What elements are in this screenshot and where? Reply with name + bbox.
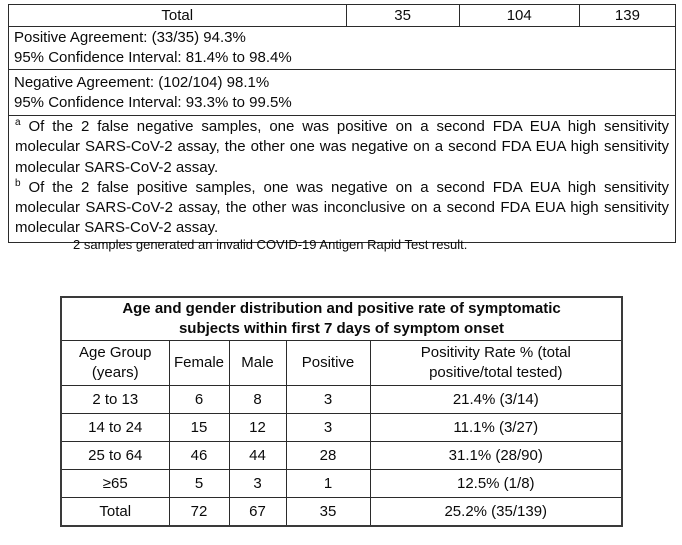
male-cell: 12: [228, 413, 287, 442]
female-cell: 46: [168, 441, 230, 470]
male-cell: 8: [228, 385, 287, 414]
table-row: 25 to 64 46 44 28 31.1% (28/90): [60, 441, 623, 470]
positive-cell: 35: [285, 497, 371, 527]
footnote-a-text: Of the 2 false negative samples, one was…: [15, 118, 669, 176]
footnote-b: b Of the 2 false positive samples, one w…: [15, 178, 669, 239]
age-group-cell: 25 to 64: [60, 441, 170, 470]
female-cell: 72: [168, 497, 230, 527]
header-positive: Positive: [285, 340, 371, 386]
invalid-result-note: 2 samples generated an invalid COVID-19 …: [73, 237, 468, 252]
age-group-cell: ≥65: [60, 469, 170, 498]
positive-cell: 3: [285, 413, 371, 442]
age-group-cell: 2 to 13: [60, 385, 170, 414]
total-row: Total 35 104 139: [8, 4, 677, 27]
positivity-rate-cell: 11.1% (3/27): [369, 413, 623, 442]
negative-agreement-value: Negative Agreement: (102/104) 98.1%: [14, 73, 270, 91]
female-cell: 15: [168, 413, 230, 442]
age-table-title-row: Age and gender distribution and positive…: [60, 296, 623, 341]
total-positive-count: 35: [345, 4, 460, 27]
total-negative-count: 104: [458, 4, 580, 27]
table-row: ≥65 5 3 1 12.5% (1/8): [60, 469, 623, 498]
positive-cell: 1: [285, 469, 371, 498]
header-age-group: Age Group (years): [60, 340, 170, 386]
positive-cell: 28: [285, 441, 371, 470]
female-cell: 5: [168, 469, 230, 498]
positive-agreement-row: Positive Agreement: (33/35) 94.3% 95% Co…: [8, 26, 676, 70]
positive-cell: 3: [285, 385, 371, 414]
footnote-a: a Of the 2 false negative samples, one w…: [15, 117, 669, 178]
positivity-rate-cell: 25.2% (35/139): [369, 497, 623, 527]
total-label: Total: [8, 4, 347, 27]
header-positivity-rate: Positivity Rate % (total positive/total …: [369, 340, 623, 386]
footnote-b-marker: b: [15, 177, 21, 189]
age-gender-table: Age and gender distribution and positive…: [60, 296, 624, 527]
age-table-title: Age and gender distribution and positive…: [60, 296, 623, 341]
agreement-summary-table: Total 35 104 139 Positive Agreement: (33…: [8, 4, 677, 243]
male-cell: 67: [228, 497, 287, 527]
negative-agreement-ci: 95% Confidence Interval: 93.3% to 99.5%: [14, 93, 292, 111]
total-overall-count: 139: [578, 4, 677, 27]
footnote-b-text: Of the 2 false positive samples, one was…: [15, 178, 669, 237]
table-row-total: Total 72 67 35 25.2% (35/139): [60, 497, 623, 527]
male-cell: 44: [228, 441, 287, 470]
table-row: 2 to 13 6 8 3 21.4% (3/14): [60, 385, 623, 414]
positivity-rate-cell: 21.4% (3/14): [369, 385, 623, 414]
table-row: 14 to 24 15 12 3 11.1% (3/27): [60, 413, 623, 442]
female-cell: 6: [168, 385, 230, 414]
footnotes-row: a Of the 2 false negative samples, one w…: [8, 115, 676, 243]
positive-agreement-ci: 95% Confidence Interval: 81.4% to 98.4%: [14, 49, 292, 66]
header-female: Female: [168, 340, 230, 386]
negative-agreement-row: Negative Agreement: (102/104) 98.1% 95% …: [8, 69, 676, 116]
age-group-cell: 14 to 24: [60, 413, 170, 442]
positivity-rate-cell: 12.5% (1/8): [369, 469, 623, 498]
male-cell: 3: [228, 469, 287, 498]
positivity-rate-cell: 31.1% (28/90): [369, 441, 623, 470]
age-group-cell: Total: [60, 497, 170, 527]
header-male: Male: [228, 340, 287, 386]
footnote-a-marker: a: [15, 117, 21, 128]
age-table-header-row: Age Group (years) Female Male Positive P…: [60, 340, 623, 386]
positive-agreement-value: Positive Agreement: (33/35) 94.3%: [14, 29, 246, 46]
